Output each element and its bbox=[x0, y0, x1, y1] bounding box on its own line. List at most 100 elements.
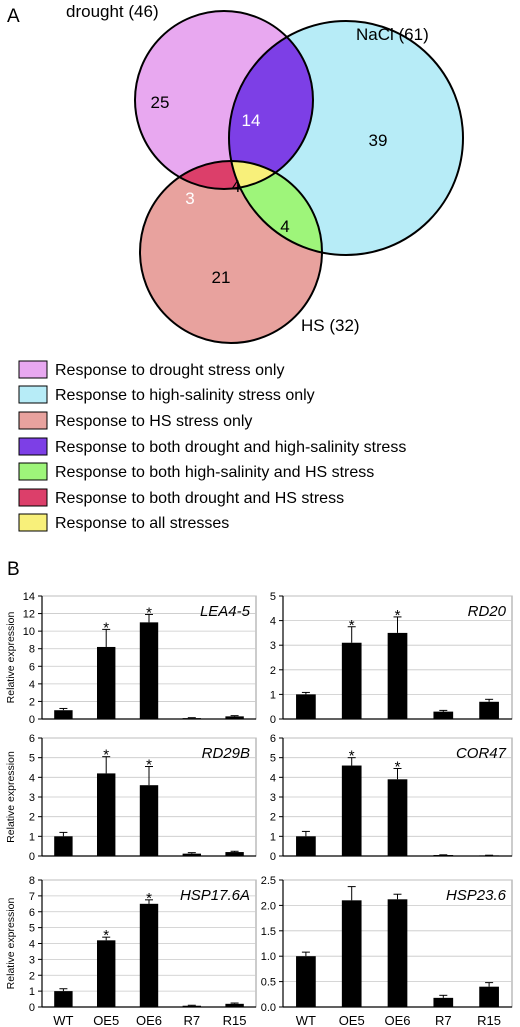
y-tick-label: 0 bbox=[270, 851, 276, 863]
venn-region-nacl-hs bbox=[229, 161, 322, 255]
venn-region-drought-nacl bbox=[229, 21, 313, 189]
y-tick-label: 8 bbox=[29, 875, 35, 887]
y-tick-label: 4 bbox=[29, 772, 35, 784]
legend-swatch bbox=[18, 462, 48, 481]
bar-chart-hsp23-6: 0.0 0.5 1.0 1.5 2.0 2.5 WT OE5 OE6 R7 R15 HSP23.6 bbox=[261, 875, 513, 1027]
y-tick-label: 5 bbox=[270, 591, 276, 603]
y-tick-label: 8 bbox=[29, 644, 35, 656]
y-tick-label: 0.0 bbox=[261, 1002, 276, 1014]
y-tick-label: 4 bbox=[29, 679, 35, 691]
bar bbox=[96, 940, 116, 1007]
bar bbox=[433, 711, 454, 719]
legend-label: Response to all stresses bbox=[55, 515, 229, 532]
count-nacl-only: 39 bbox=[369, 131, 388, 150]
venn-diagram: drought (46) NaCl (61) HS (32) 25 39 21 … bbox=[66, 2, 464, 344]
y-tick-label: 0 bbox=[29, 851, 35, 863]
legend-swatch bbox=[18, 385, 48, 404]
count-drought-only: 25 bbox=[151, 93, 170, 112]
x-tick-label: WT bbox=[53, 1013, 73, 1027]
bar bbox=[433, 997, 454, 1007]
significance-asterisk: * bbox=[103, 619, 109, 636]
x-tick-label: OE5 bbox=[339, 1013, 365, 1027]
x-tick-label: OE5 bbox=[93, 1013, 119, 1027]
legend: Response to drought stress only Response… bbox=[18, 360, 406, 532]
significance-asterisk: * bbox=[349, 748, 355, 765]
x-tick-label: R7 bbox=[435, 1013, 452, 1027]
legend-swatch bbox=[18, 411, 48, 430]
bar bbox=[139, 903, 159, 1007]
count-hs-only: 21 bbox=[212, 268, 231, 287]
x-tick-label: R7 bbox=[183, 1013, 200, 1027]
count-nacl-hs: 4 bbox=[280, 217, 289, 236]
legend-swatch bbox=[18, 360, 48, 379]
y-tick-label: 4 bbox=[270, 772, 276, 784]
bar bbox=[54, 710, 73, 719]
significance-asterisk: * bbox=[146, 890, 152, 907]
bar bbox=[341, 900, 362, 1007]
y-axis-label: Relative expression bbox=[5, 751, 17, 843]
y-axis-label: Relative expression bbox=[5, 898, 17, 990]
bar bbox=[341, 765, 362, 856]
bar-chart-lea4-5: 0 2 4 6 8 10 12 14 * * LEA4-5 Relative expression bbox=[5, 591, 257, 726]
bar bbox=[54, 991, 73, 1007]
bar bbox=[387, 779, 408, 856]
legend-swatch bbox=[18, 513, 48, 532]
venn-outline-nacl bbox=[228, 20, 464, 256]
y-tick-label: 2.0 bbox=[261, 900, 276, 912]
venn-outline-drought bbox=[134, 10, 314, 190]
significance-asterisk: * bbox=[349, 617, 355, 634]
bar-chart-cor47: 0 1 2 3 4 5 6 * * COR47 bbox=[270, 733, 513, 863]
legend-label: Response to both drought and high-salini… bbox=[55, 439, 406, 456]
count-drought-hs: 3 bbox=[185, 189, 194, 208]
set-label-drought: drought (46) bbox=[66, 2, 159, 21]
legend-label: Response to high-salinity stress only bbox=[55, 387, 315, 404]
bar-chart-rd20: 0 1 2 3 4 5 * * RD20 bbox=[270, 591, 513, 726]
bar bbox=[96, 646, 116, 719]
significance-asterisk: * bbox=[103, 927, 109, 944]
y-tick-label: 6 bbox=[29, 733, 35, 745]
y-tick-label: 5 bbox=[29, 923, 35, 935]
bar bbox=[479, 701, 499, 719]
y-tick-label: 2 bbox=[29, 696, 35, 708]
bar-chart-rd29b: 0 1 2 3 4 5 6 * * RD29B Relative expression bbox=[5, 733, 257, 863]
bar bbox=[225, 1003, 244, 1007]
bar bbox=[139, 622, 159, 719]
y-tick-label: 4 bbox=[270, 616, 276, 628]
y-tick-label: 1.0 bbox=[261, 951, 276, 963]
y-tick-label: 14 bbox=[23, 591, 35, 603]
bar bbox=[182, 718, 202, 719]
y-tick-label: 2 bbox=[29, 812, 35, 824]
chart-title: LEA4-5 bbox=[200, 603, 251, 620]
legend-label: Response to drought stress only bbox=[55, 362, 284, 379]
significance-asterisk: * bbox=[103, 747, 109, 764]
bar bbox=[182, 853, 202, 856]
x-tick-label: OE6 bbox=[136, 1013, 162, 1027]
bar bbox=[341, 642, 362, 719]
y-tick-label: 2 bbox=[270, 665, 276, 677]
significance-asterisk: * bbox=[146, 757, 152, 774]
bar bbox=[387, 899, 408, 1007]
legend-label: Response to HS stress only bbox=[55, 413, 252, 430]
y-tick-label: 3 bbox=[29, 792, 35, 804]
chart-title: HSP17.6A bbox=[180, 887, 250, 904]
legend-label: Response to both high-salinity and HS st… bbox=[55, 464, 374, 481]
y-tick-label: 10 bbox=[23, 626, 35, 638]
y-tick-label: 0 bbox=[270, 714, 276, 726]
chart-title: RD20 bbox=[468, 603, 507, 620]
y-tick-label: 2.5 bbox=[261, 875, 276, 887]
x-tick-label: OE6 bbox=[384, 1013, 410, 1027]
significance-asterisk: * bbox=[395, 758, 401, 775]
y-tick-label: 1 bbox=[29, 831, 35, 843]
bar bbox=[479, 986, 499, 1007]
chart-title: RD29B bbox=[202, 745, 250, 762]
y-tick-label: 4 bbox=[29, 939, 35, 951]
y-tick-label: 3 bbox=[270, 792, 276, 804]
bar bbox=[296, 694, 316, 719]
bar bbox=[479, 855, 499, 857]
bar bbox=[225, 852, 244, 856]
y-tick-label: 1 bbox=[270, 831, 276, 843]
x-tick-label: R15 bbox=[223, 1013, 247, 1027]
panel-a-label: A bbox=[7, 6, 20, 27]
